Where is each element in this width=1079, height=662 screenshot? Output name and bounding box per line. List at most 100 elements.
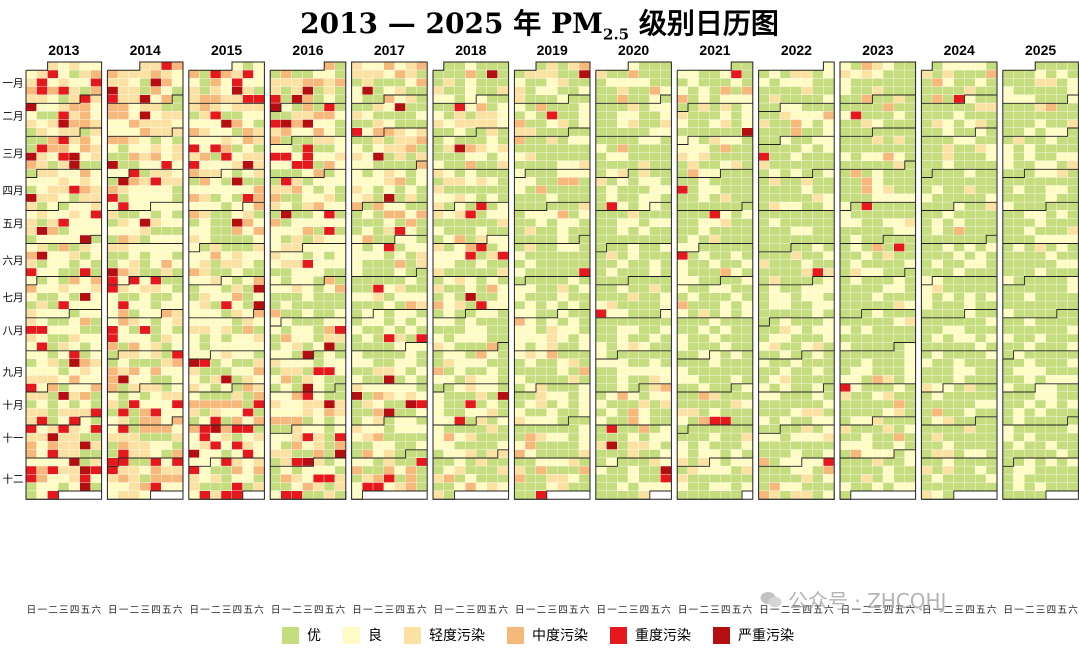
day-cell — [139, 359, 151, 367]
day-cell — [497, 350, 509, 359]
day-cell — [373, 251, 384, 260]
day-cell — [497, 293, 509, 301]
day-cell — [758, 210, 769, 219]
day-cell — [26, 293, 37, 301]
day-cell — [677, 235, 688, 244]
day-cell — [281, 202, 292, 211]
day-cell — [454, 375, 465, 384]
day-cell — [964, 78, 975, 87]
day-cell — [107, 392, 118, 400]
day-cell — [188, 400, 200, 409]
day-cell — [90, 474, 102, 483]
day-cell — [351, 111, 362, 120]
day-cell — [579, 400, 590, 409]
day-cell — [731, 103, 742, 112]
day-cell — [69, 466, 80, 475]
day-cell — [487, 466, 498, 475]
day-cell — [443, 474, 455, 483]
day-cell — [270, 243, 281, 252]
day-cell — [405, 111, 416, 120]
day-cell — [1002, 111, 1014, 120]
day-cell — [373, 458, 384, 466]
day-cell — [1046, 268, 1057, 277]
day-cell — [221, 309, 232, 318]
day-cell — [335, 210, 346, 219]
day-cell — [742, 144, 753, 153]
panel-outline — [758, 61, 835, 500]
day-cell — [639, 144, 650, 153]
day-cell — [709, 458, 720, 466]
day-cell — [536, 103, 547, 112]
day-cell — [850, 342, 862, 351]
day-cell — [872, 433, 883, 442]
day-cell — [840, 177, 851, 186]
day-cell — [823, 474, 834, 483]
day-cell — [964, 152, 975, 161]
day-cell — [476, 251, 487, 260]
month-boundary — [758, 102, 835, 112]
day-cell — [639, 474, 650, 483]
day-cell — [253, 392, 264, 400]
day-cell — [161, 119, 172, 128]
day-cell — [58, 260, 69, 268]
year-panel-2014: 2014日一二三四五六 — [106, 42, 184, 616]
day-cell — [199, 136, 210, 145]
day-cell — [270, 474, 281, 483]
day-cell — [335, 441, 346, 450]
day-cell — [525, 474, 536, 483]
day-cell — [1002, 218, 1014, 227]
day-cell — [1024, 70, 1035, 79]
day-cell — [232, 359, 243, 367]
day-cell — [975, 309, 986, 318]
day-cell — [465, 449, 476, 458]
day-cell — [221, 293, 232, 301]
day-cell — [525, 70, 536, 79]
day-cell — [497, 383, 509, 392]
day-cell — [769, 491, 780, 499]
day-cell — [617, 309, 628, 318]
day-cell — [986, 392, 997, 400]
day-cell — [514, 392, 525, 400]
day-cell — [497, 433, 509, 442]
day-cell — [270, 449, 281, 458]
day-cell — [649, 433, 661, 442]
day-cell — [536, 350, 547, 359]
day-cell — [975, 482, 986, 491]
day-cell — [557, 375, 568, 384]
day-cell — [26, 152, 37, 161]
day-cell — [69, 326, 80, 334]
day-cell — [26, 78, 37, 87]
day-cell — [1067, 359, 1078, 367]
day-cell — [465, 177, 476, 186]
day-cell — [270, 416, 281, 425]
day-cell — [595, 392, 607, 400]
day-cell — [232, 161, 243, 169]
day-cell — [58, 152, 69, 161]
day-cell — [861, 227, 872, 235]
day-cell — [270, 482, 281, 491]
day-cell — [302, 342, 313, 351]
day-cell — [986, 375, 997, 384]
day-cell — [362, 458, 373, 466]
day-cell — [769, 70, 780, 79]
day-cell — [487, 367, 498, 376]
day-cell — [872, 276, 883, 285]
day-cell — [199, 202, 210, 211]
day-cell — [943, 103, 954, 112]
day-cell — [324, 268, 335, 277]
day-cell — [872, 235, 883, 244]
day-cell — [953, 482, 965, 491]
day-cell — [579, 367, 590, 376]
day-cell — [47, 342, 58, 351]
day-cell — [677, 326, 688, 334]
day-cell — [36, 482, 48, 491]
day-cell — [1002, 276, 1014, 285]
day-cell — [281, 326, 292, 334]
day-cell — [975, 86, 986, 95]
day-cell — [313, 383, 324, 392]
day-cell — [579, 235, 590, 244]
day-cell — [1046, 194, 1057, 202]
day-cell — [943, 202, 954, 211]
day-cell — [443, 78, 455, 87]
day-cell — [465, 62, 476, 70]
